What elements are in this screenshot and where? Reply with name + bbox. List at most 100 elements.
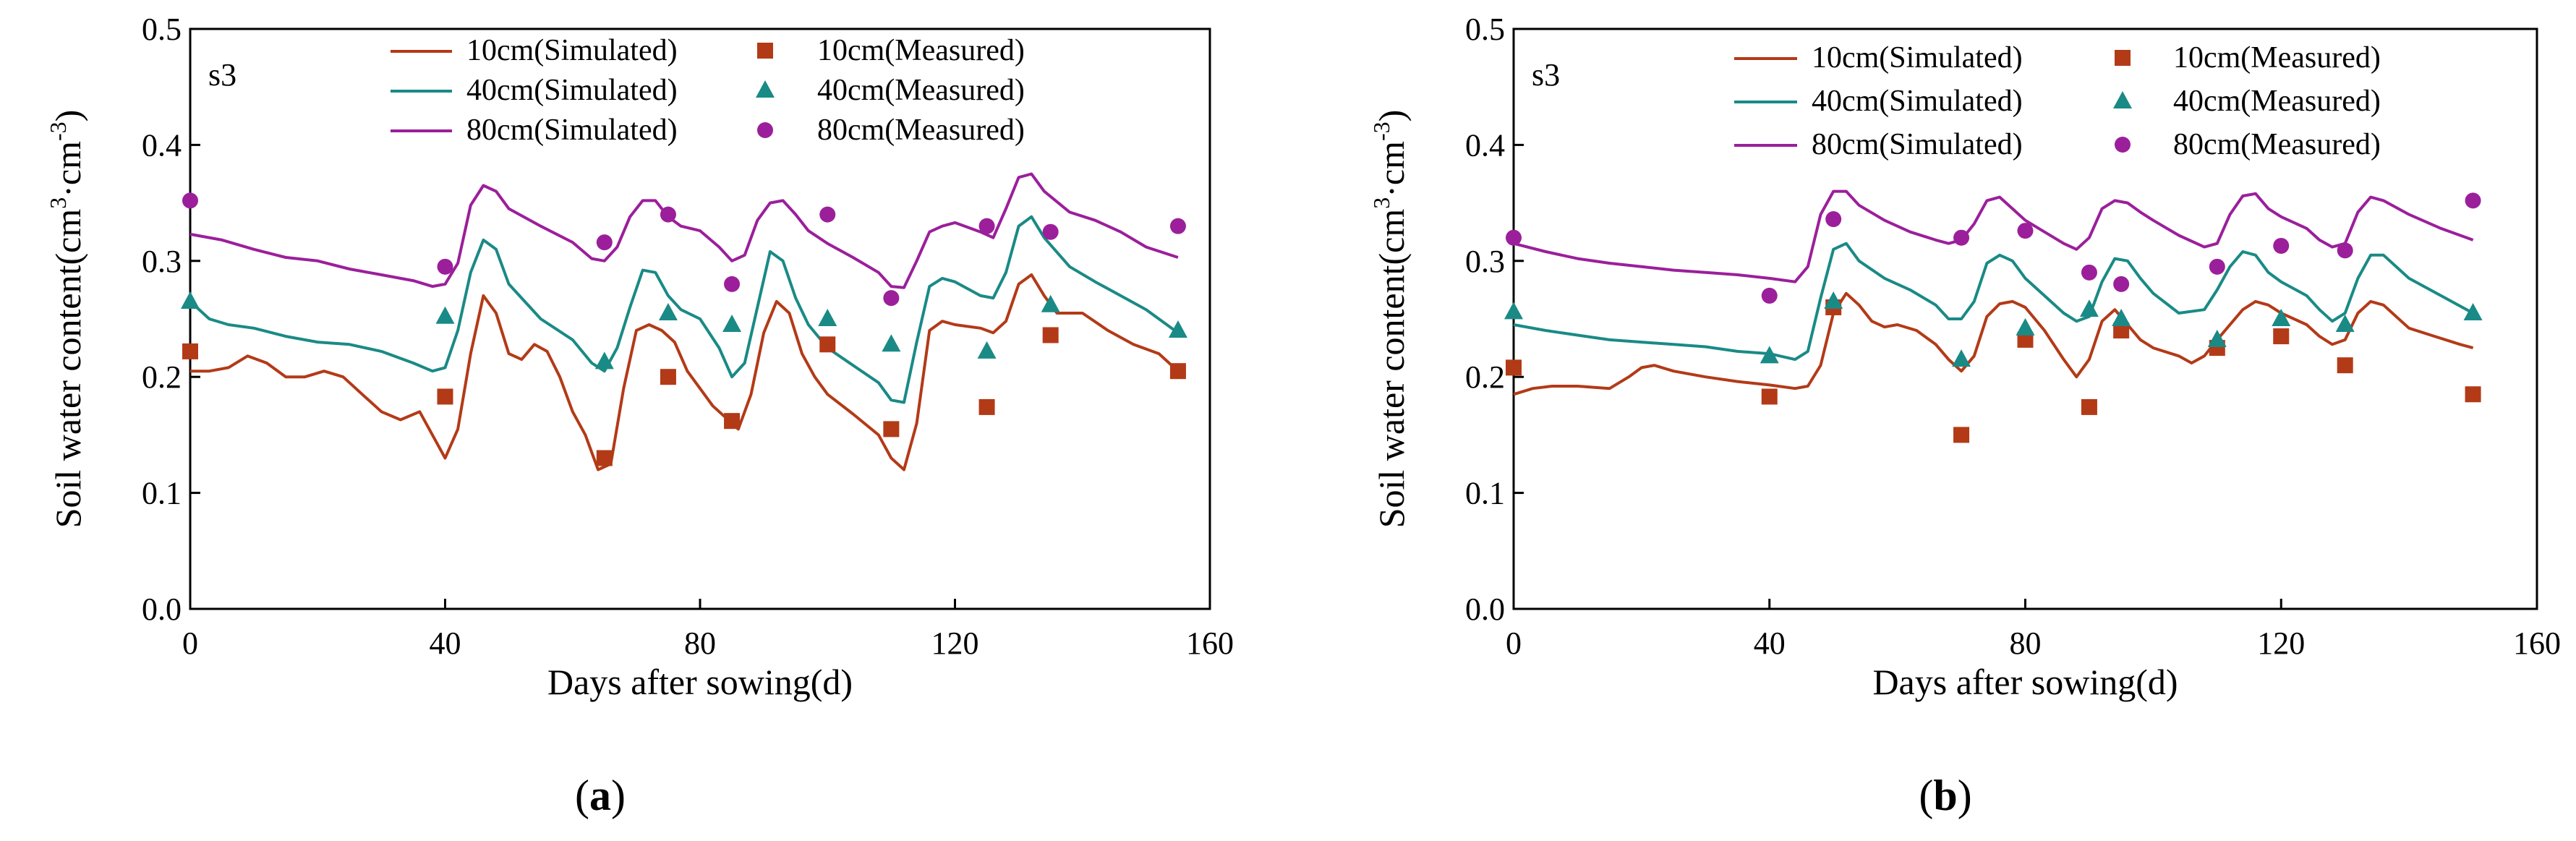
point-square [819,336,836,353]
point-triangle [818,309,837,326]
point-square [1169,363,1186,380]
x-tick-label: 0 [182,626,198,661]
series-line-80cm-simulated- [1513,189,2474,283]
x-tick-label: 40 [430,626,461,661]
point-circle [2465,192,2481,209]
x-tick-label: 80 [684,626,716,661]
x-tick-label: 40 [1754,626,1786,661]
legend-label: 80cm(Measured) [817,114,1025,147]
legend-label: 40cm(Measured) [2173,85,2381,118]
point-circle [1506,229,1522,246]
point-circle [819,206,836,223]
point-circle [437,258,453,275]
point-square [596,450,613,466]
legend-label: 10cm(Measured) [2173,41,2381,74]
point-circle [724,276,741,292]
point-triangle [658,302,678,320]
point-triangle [882,334,901,352]
panel-caption: (a) [575,772,626,819]
y-tick-label: 0.0 [142,592,182,627]
point-circle [2081,264,2097,281]
point-square [2081,398,2097,415]
point-square [978,398,995,415]
point-triangle [977,341,997,359]
panel-label: s3 [1532,57,1560,93]
y-tick-label: 0.4 [142,127,182,163]
series-line-10cm-simulated- [1513,291,2474,396]
y-tick-label: 0.1 [142,476,182,511]
legend-marker [756,80,775,98]
point-triangle [1168,320,1187,338]
legend-label: 10cm(Simulated) [1812,41,2023,74]
point-circle [2113,276,2130,292]
x-tick-label: 80 [2010,626,2042,661]
point-triangle [2112,309,2131,326]
point-circle [1042,223,1059,240]
chart-panel-a: 0.0 0.1 0.2 0.3 0.4 0.5 0 40 80 120 160 Days after … [45,12,1234,819]
y-tick-label: 0.4 [1465,127,1505,163]
point-circle [1825,211,1842,228]
x-tick-label: 0 [1506,626,1522,661]
point-triangle [722,315,742,333]
point-circle [2273,237,2290,254]
x-tick-label: 120 [931,626,979,661]
legend-label: 40cm(Measured) [817,74,1025,107]
point-triangle [2207,329,2227,347]
legend-marker [2115,137,2131,153]
legend-label: 10cm(Measured) [817,34,1025,67]
legend-label: 80cm(Simulated) [466,114,678,147]
point-triangle [1041,294,1060,312]
point-square [437,388,453,405]
point-circle [660,206,676,223]
y-tick-label: 0.3 [1465,244,1505,279]
point-square [2465,386,2481,403]
y-axis-label: Soil water content(cm3·cm-3) [1368,110,1412,529]
point-square [1506,359,1522,376]
legend-marker [2113,91,2132,108]
point-square [2337,357,2353,374]
point-circle [182,192,198,209]
x-axis-label: Days after sowing(d) [547,662,853,702]
point-square [2113,323,2130,339]
legend-label: 40cm(Simulated) [1812,85,2023,118]
y-tick-label: 0.5 [142,12,182,47]
y-axis-label: Soil water content(cm3·cm-3) [45,110,88,529]
point-square [182,343,198,359]
point-circle [978,218,995,234]
y-tick-label: 0.5 [1465,12,1505,47]
point-triangle [2079,299,2099,317]
point-circle [1169,218,1186,234]
point-triangle [1952,349,1971,367]
point-circle [2337,242,2353,259]
point-triangle [2335,315,2355,333]
x-tick-label: 160 [2513,626,2561,661]
series-line-10cm-simulated- [190,273,1180,471]
legend-marker [757,122,773,138]
point-triangle [594,351,614,370]
series-line-80cm-simulated- [189,172,1179,289]
point-triangle [2016,317,2035,336]
y-tick-label: 0.2 [1465,359,1505,395]
point-triangle [2463,302,2483,320]
panel-caption: (b) [1919,772,1971,819]
legend-label: 80cm(Simulated) [1812,128,2023,161]
point-circle [2017,223,2034,239]
y-tick-label: 0.3 [142,244,182,279]
y-tick-label: 0.0 [1465,592,1505,627]
x-axis-label: Days after sowing(d) [1872,662,2178,702]
legend-marker [757,43,773,59]
point-square [2273,328,2290,345]
legend-marker [2115,50,2131,66]
series-line-40cm-simulated- [1513,242,2474,362]
y-tick-label: 0.2 [142,359,182,395]
point-circle [2209,258,2225,275]
point-square [1953,427,1970,443]
point-triangle [1760,346,1779,364]
point-circle [596,234,613,251]
chart-panel-b: 0.0 0.1 0.2 0.3 0.4 0.5 0 40 80 120 160 Days after … [1368,12,2561,819]
series-line-40cm-simulated- [189,215,1180,404]
point-square [1042,327,1059,343]
point-triangle [2272,309,2291,326]
point-square [2017,331,2034,348]
point-square [660,369,676,385]
